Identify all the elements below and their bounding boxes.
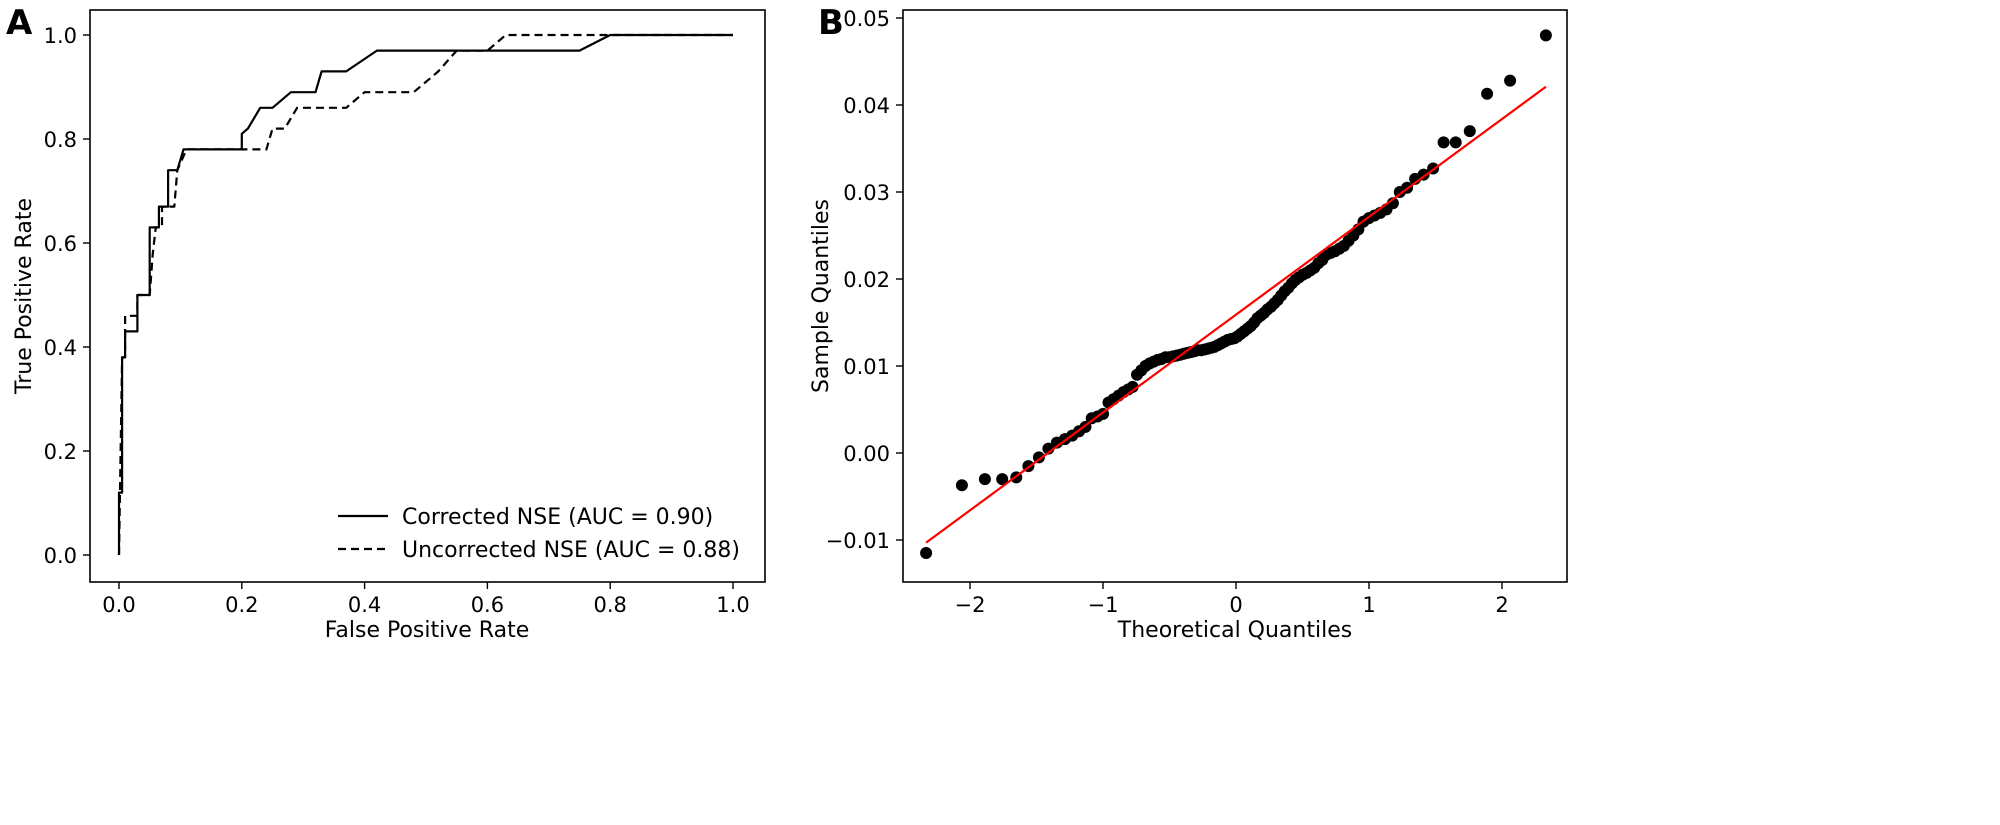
panel-a-roc: A 0.0 0.2 0.4 0.6 0.8 1.0 0.0 0.2 0.4 0.6 0.8 1.0 F… [6, 3, 766, 643]
qq-point [1032, 451, 1045, 464]
panel-a-label: A [6, 3, 33, 43]
legend: Corrected NSE (AUC = 0.90) Uncorrected N… [338, 505, 740, 563]
x-tick-label: 1.0 [716, 593, 749, 617]
y-tick-label: 0.02 [843, 268, 890, 292]
qq-points [920, 29, 1552, 559]
y-tick-label: 0.0 [44, 544, 77, 568]
x-tick-label: 0.4 [348, 593, 381, 617]
y-tick-label: 0.6 [44, 232, 77, 256]
qq-point [978, 473, 991, 486]
roc-curves [117, 33, 733, 556]
x-tick-label: 1 [1362, 593, 1375, 617]
x-tick-label: 0.2 [225, 593, 258, 617]
panel-b-qq: B −2 −1 0 1 2 −0.01 0.00 0.01 0.02 0.03 0.04 0.05 T… [809, 3, 1568, 643]
qq-point [1463, 125, 1476, 138]
x-tick-label: 0 [1229, 593, 1242, 617]
panel-b-axes-frame [902, 9, 1568, 583]
reference-line [925, 85, 1547, 544]
qq-point [955, 479, 968, 492]
x-tick-label: 0.8 [593, 593, 626, 617]
x-tick-label: 0.6 [471, 593, 504, 617]
y-tick-label: 0.8 [44, 128, 77, 152]
x-tick-label: 2 [1495, 593, 1508, 617]
y-tick-label: 0.03 [843, 181, 890, 205]
y-tick-label: 0.00 [843, 442, 890, 466]
panel-b-ticks: −2 −1 0 1 2 −0.01 0.00 0.01 0.02 0.03 0.04 0.05 [826, 7, 1509, 617]
qq-point [1437, 136, 1450, 149]
y-tick-label: 0.2 [44, 440, 77, 464]
x-tick-label: 0.0 [102, 593, 135, 617]
panel-a-ylabel: True Positive Rate [12, 198, 37, 395]
legend-entry-uncorrected: Uncorrected NSE (AUC = 0.88) [402, 538, 740, 563]
panel-b-ylabel: Sample Quantiles [809, 199, 834, 393]
y-tick-label: 0.4 [44, 336, 77, 360]
panel-b-label: B [818, 3, 844, 43]
roc-line-uncorrected [117, 33, 733, 556]
qq-point [1126, 380, 1139, 393]
qq-point [920, 547, 933, 559]
x-tick-label: −2 [955, 593, 986, 617]
panel-b-xlabel: Theoretical Quantiles [1117, 618, 1352, 643]
panel-a-ticks: 0.0 0.2 0.4 0.6 0.8 1.0 0.0 0.2 0.4 0.6 0.8 1.0 [44, 24, 750, 617]
y-tick-label: 0.05 [843, 7, 890, 31]
panel-a-axes-frame [89, 9, 766, 583]
x-tick-label: −1 [1088, 593, 1119, 617]
qq-point [1504, 74, 1517, 87]
panel-a-xlabel: False Positive Rate [325, 618, 529, 643]
legend-entry-corrected: Corrected NSE (AUC = 0.90) [402, 505, 713, 530]
qq-point [1481, 87, 1494, 100]
qq-point [1539, 29, 1552, 42]
qq-point [996, 473, 1009, 486]
y-tick-label: 0.04 [843, 94, 890, 118]
y-tick-label: 0.01 [843, 355, 890, 379]
y-tick-label: 1.0 [44, 24, 77, 48]
roc-line-corrected [117, 33, 733, 555]
qq-point [1449, 136, 1462, 149]
y-tick-label: −0.01 [826, 529, 890, 553]
